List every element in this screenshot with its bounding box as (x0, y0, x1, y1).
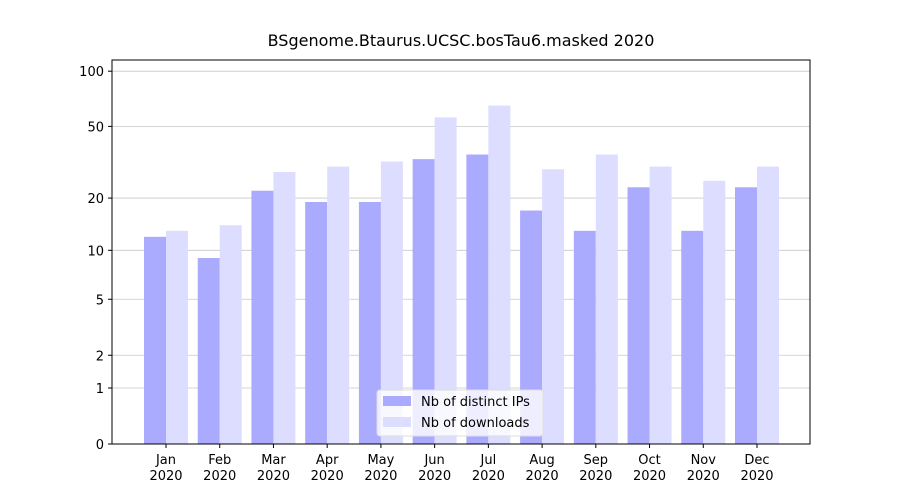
x-tick-label: Nov 2020 (686, 453, 720, 484)
bar (305, 202, 328, 444)
x-tick-label: Jan 2020 (149, 453, 183, 484)
legend-box (376, 389, 544, 437)
x-tick-label: Feb 2020 (203, 453, 237, 484)
bar (144, 236, 166, 444)
legend-label: Nb of downloads (421, 416, 530, 431)
bar (380, 161, 403, 444)
x-tick-label: Sep 2020 (579, 453, 613, 484)
bar (595, 154, 618, 444)
bar (434, 117, 457, 445)
bar (681, 230, 704, 444)
y-tick-label: 0 (96, 438, 104, 453)
y-tick-label: 1 (96, 382, 104, 397)
x-tick-label: Mar 2020 (256, 453, 290, 484)
y-tick-label: 20 (87, 192, 104, 207)
bar (520, 210, 543, 444)
bar (542, 169, 565, 444)
y-tick-label: 10 (87, 244, 104, 259)
bar (573, 230, 596, 444)
x-tick-label: Jul 2020 (471, 453, 505, 484)
legend-label: Nb of distinct IPs (421, 395, 530, 410)
x-tick-label: Oct 2020 (632, 453, 667, 484)
bar (251, 190, 274, 444)
bar (219, 225, 242, 444)
x-tick-label: Apr 2020 (310, 453, 344, 484)
bar (273, 171, 296, 444)
bar (735, 187, 757, 444)
bar (166, 230, 188, 444)
x-tick-label: Aug 2020 (525, 453, 559, 484)
bar (358, 202, 381, 444)
y-tick-label: 50 (87, 120, 104, 135)
bar (412, 159, 435, 444)
bar (466, 154, 489, 444)
bar (197, 257, 220, 444)
y-tick-label: 5 (96, 293, 104, 308)
x-tick-label: May 2020 (364, 453, 398, 484)
bar (327, 166, 350, 444)
x-tick-label: Dec 2020 (740, 453, 774, 484)
bar (757, 166, 779, 444)
x-tick-label: Jun 2020 (418, 453, 452, 484)
legend-swatch (383, 417, 411, 427)
bar (627, 187, 650, 444)
y-tick-label: 2 (96, 349, 104, 364)
bar (488, 105, 511, 444)
chart-title: BSgenome.Btaurus.UCSC.bosTau6.masked 202… (268, 31, 655, 50)
bar (703, 180, 726, 444)
legend-swatch (383, 396, 411, 406)
plot-frame (111, 59, 811, 445)
bar (649, 166, 672, 444)
y-tick-label: 100 (79, 65, 104, 80)
